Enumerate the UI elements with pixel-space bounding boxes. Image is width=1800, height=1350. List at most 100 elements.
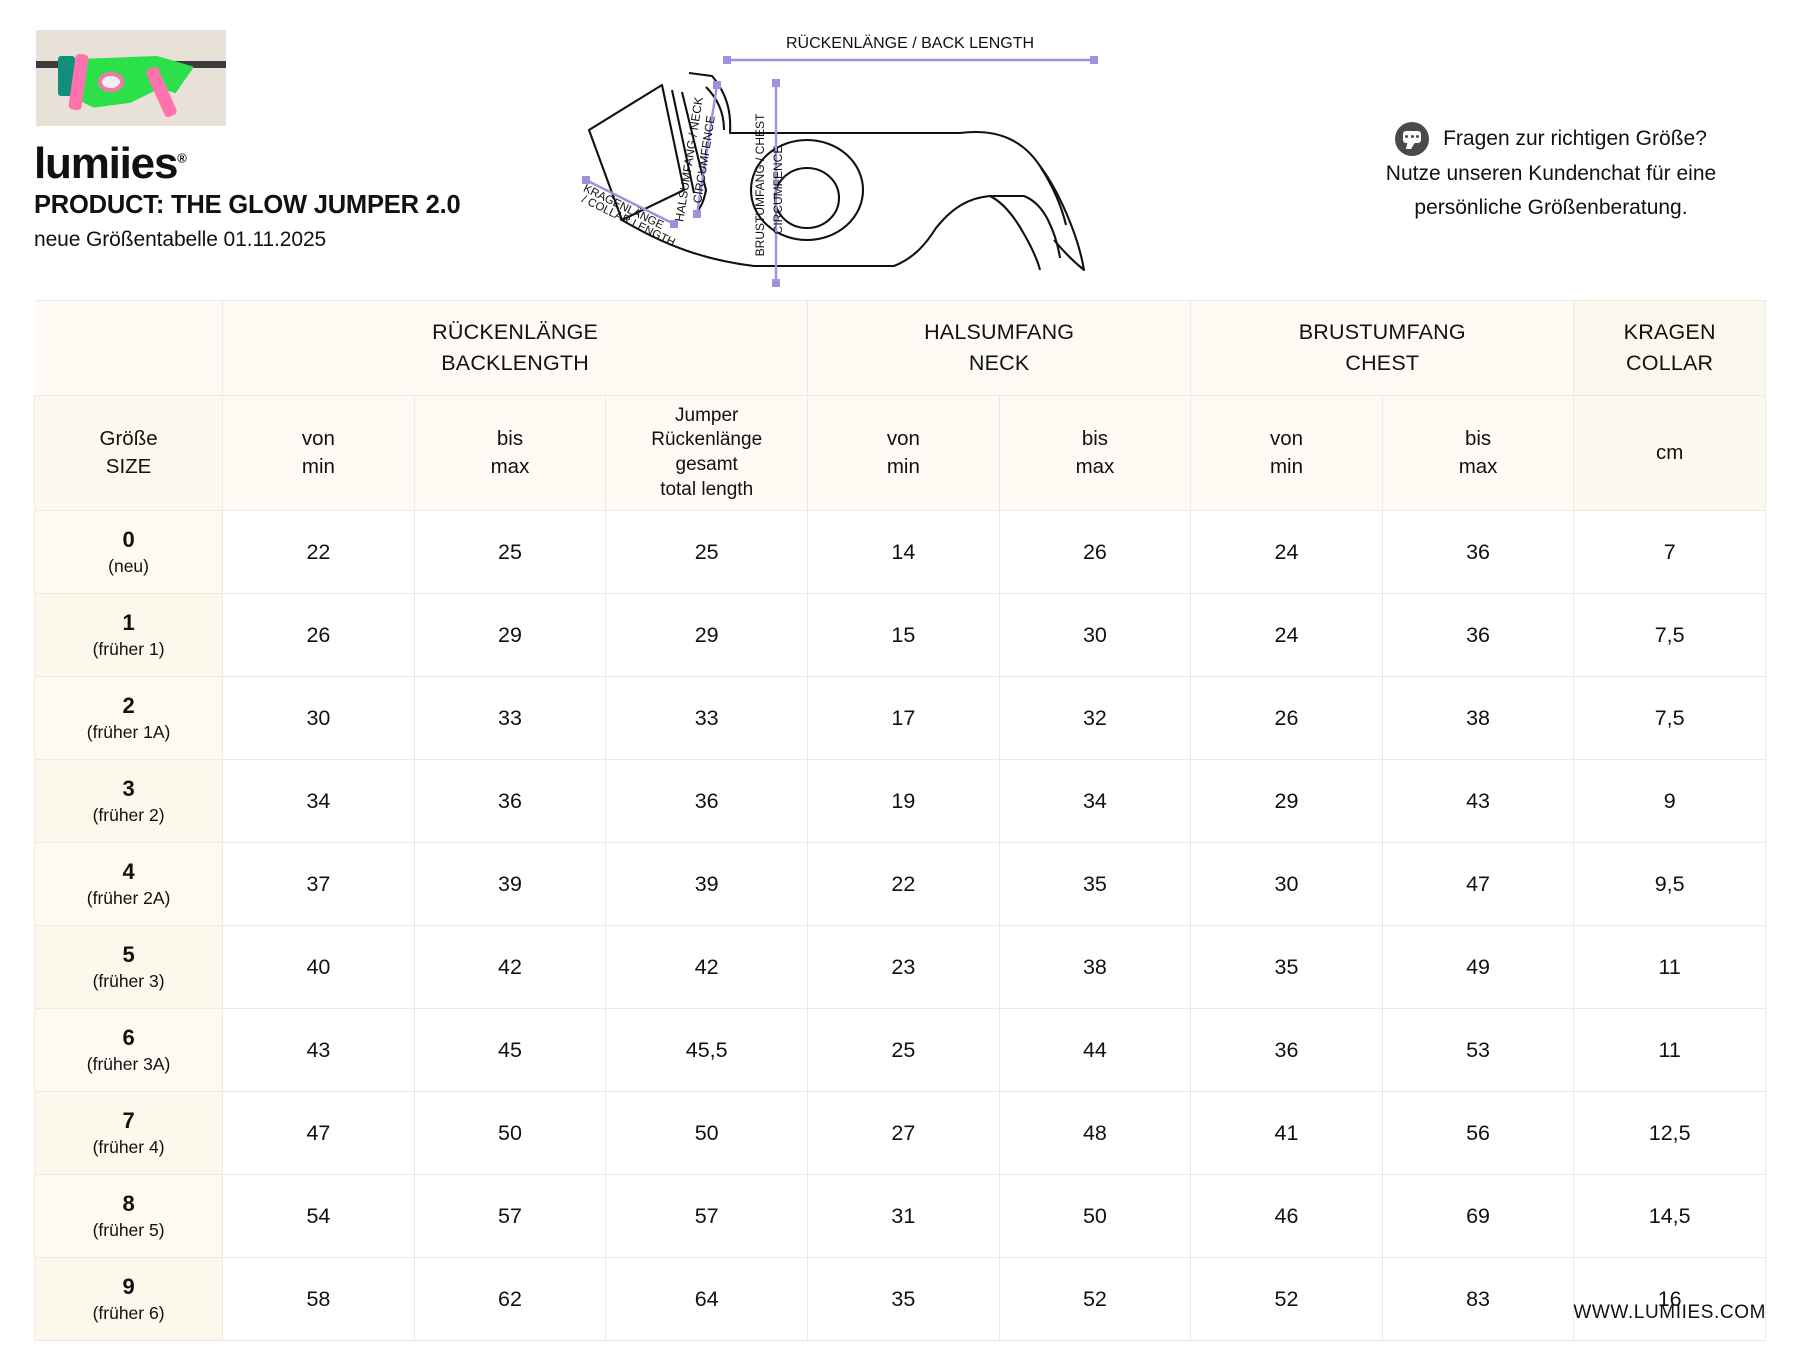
cell-back-max: 29 <box>413 593 607 677</box>
chest-label-line1: BRUSTUMFANG / CHEST <box>753 113 767 256</box>
cell-back-max: 57 <box>413 1174 607 1258</box>
cell-back-max: 45 <box>413 1008 607 1092</box>
cell-size: 2 (früher 1A) <box>33 676 224 760</box>
cell-chest-min: 52 <box>1190 1257 1383 1341</box>
table-row: 2 (früher 1A) 30 33 33 17 32 26 38 7,5 <box>33 676 1766 760</box>
sub-chest-min-de: von <box>1269 426 1304 450</box>
sub-header-neck-min: von min <box>807 395 1000 511</box>
cell-size: 3 (früher 2) <box>33 759 224 843</box>
size-number: 8 <box>122 1190 135 1216</box>
cell-chest-max: 47 <box>1381 842 1575 926</box>
cell-collar: 7 <box>1573 510 1766 594</box>
group-header-collar: KRAGEN COLLAR <box>1573 300 1766 396</box>
cell-neck-min: 15 <box>807 593 1000 677</box>
cell-collar: 12,5 <box>1573 1091 1766 1175</box>
sub-header-chest-min: von min <box>1190 395 1383 511</box>
sub-back-min-de: von <box>301 426 335 450</box>
size-legacy-name: (früher 2) <box>92 804 165 825</box>
cell-chest-min: 41 <box>1190 1091 1383 1175</box>
collar-measure <box>582 176 678 228</box>
table-row: 8 (früher 5) 54 57 57 31 50 46 69 14,5 <box>33 1174 1766 1258</box>
cell-total-length: 36 <box>605 759 809 843</box>
cell-neck-min: 25 <box>807 1008 1000 1092</box>
cell-neck-max: 30 <box>998 593 1192 677</box>
sub-size-en: SIZE <box>105 455 152 478</box>
size-number: 0 <box>122 526 135 552</box>
sub-total-l2: Rückenlänge <box>651 429 763 451</box>
chest-ellipse-outer <box>749 138 865 242</box>
chat-help-heading: Fragen zur richtigen Größe? <box>1443 126 1707 150</box>
back-length-measure <box>723 56 1098 64</box>
cell-collar: 11 <box>1573 1008 1766 1092</box>
size-legacy-name: (früher 6) <box>92 1302 165 1323</box>
cell-back-min: 34 <box>222 759 415 843</box>
cell-back-min: 54 <box>222 1174 415 1258</box>
size-number: 1 <box>122 609 135 635</box>
cell-total-length: 33 <box>605 676 809 760</box>
cell-chest-max: 83 <box>1381 1257 1575 1341</box>
cell-size: 1 (früher 1) <box>33 593 224 677</box>
cell-chest-max: 69 <box>1381 1174 1575 1258</box>
sub-size-de: Größe <box>99 426 158 450</box>
cell-size: 4 (früher 2A) <box>33 842 224 926</box>
cell-neck-min: 31 <box>807 1174 1000 1258</box>
sub-header-neck-max: bis max <box>998 395 1192 511</box>
group-header-backlength: RÜCKENLÄNGE BACKLENGTH <box>222 300 809 396</box>
page-subtitle: neue Größentabelle 01.11.2025 <box>34 228 327 252</box>
size-number: 3 <box>122 775 135 801</box>
table-row: 6 (früher 3A) 43 45 45,5 25 44 36 53 11 <box>33 1008 1766 1092</box>
cell-neck-min: 14 <box>807 510 1000 594</box>
table-row: 7 (früher 4) 47 50 50 27 48 41 56 12,5 <box>33 1091 1766 1175</box>
sub-header-row: Größe SIZE von min bis max Jumper Rücken… <box>33 395 1766 511</box>
sub-chest-max-de: bis <box>1464 426 1492 450</box>
cell-back-max: 33 <box>413 676 607 760</box>
chat-help-block: Fragen zur richtigen Größe? Nutze unsere… <box>1336 30 1766 224</box>
size-table-head: RÜCKENLÄNGE BACKLENGTH HALSUMFANG NECK B… <box>33 300 1766 511</box>
chat-help-line-2: Nutze unseren Kundenchat für eine <box>1385 162 1717 185</box>
product-title: PRODUCT: THE GLOW JUMPER 2.0 <box>34 191 461 219</box>
size-table-wrap: RÜCKENLÄNGE BACKLENGTH HALSUMFANG NECK B… <box>0 300 1800 1341</box>
sub-header-collar-unit: cm <box>1573 395 1766 511</box>
sub-back-max-en: max <box>490 455 530 478</box>
cell-collar: 9 <box>1573 759 1766 843</box>
cell-size: 6 (früher 3A) <box>33 1008 224 1092</box>
size-number: 4 <box>122 858 135 884</box>
cell-neck-max: 38 <box>998 925 1192 1009</box>
sub-neck-max-de: bis <box>1081 426 1109 450</box>
cell-back-min: 43 <box>222 1008 415 1092</box>
sub-back-min-en: min <box>301 455 335 478</box>
group-chest-de: BRUSTUMFANG <box>1298 320 1466 345</box>
cell-neck-min: 17 <box>807 676 1000 760</box>
group-backlength-de: RÜCKENLÄNGE <box>432 320 599 345</box>
cell-back-max: 50 <box>413 1091 607 1175</box>
group-chest-en: CHEST <box>1345 351 1420 375</box>
cell-total-length: 39 <box>605 842 809 926</box>
cell-back-max: 42 <box>413 925 607 1009</box>
size-number: 7 <box>122 1107 135 1133</box>
cell-collar: 7,5 <box>1573 676 1766 760</box>
table-row: 5 (früher 3) 40 42 42 23 38 35 49 11 <box>33 925 1766 1009</box>
size-legacy-name: (neu) <box>108 555 149 576</box>
table-row: 1 (früher 1) 26 29 29 15 30 24 36 7,5 <box>33 593 1766 677</box>
cell-neck-min: 19 <box>807 759 1000 843</box>
chat-bubble-icon[interactable] <box>1395 122 1430 156</box>
size-legacy-name: (früher 4) <box>92 1136 165 1157</box>
cell-chest-min: 35 <box>1190 925 1383 1009</box>
cell-collar: 11 <box>1573 925 1766 1009</box>
cell-chest-min: 29 <box>1190 759 1383 843</box>
jumper-outline-path <box>587 71 1086 272</box>
registered-mark-icon: ® <box>177 150 187 166</box>
cell-back-min: 58 <box>222 1257 415 1341</box>
group-neck-en: NECK <box>968 351 1030 375</box>
footer-website[interactable]: WWW.LUMIIES.COM <box>1573 1302 1766 1323</box>
cell-chest-max: 43 <box>1381 759 1575 843</box>
back-length-label: RÜCKENLÄNGE / BACK LENGTH <box>786 34 1034 52</box>
cell-neck-max: 50 <box>998 1174 1192 1258</box>
cell-back-min: 26 <box>222 593 415 677</box>
sub-total-l4: total length <box>660 478 754 500</box>
cell-total-length: 29 <box>605 593 809 677</box>
cell-neck-max: 44 <box>998 1008 1192 1092</box>
brand-block: lumiies® PRODUCT: THE GLOW JUMPER 2.0 ne… <box>34 30 554 252</box>
cell-back-max: 36 <box>413 759 607 843</box>
cell-neck-max: 35 <box>998 842 1192 926</box>
